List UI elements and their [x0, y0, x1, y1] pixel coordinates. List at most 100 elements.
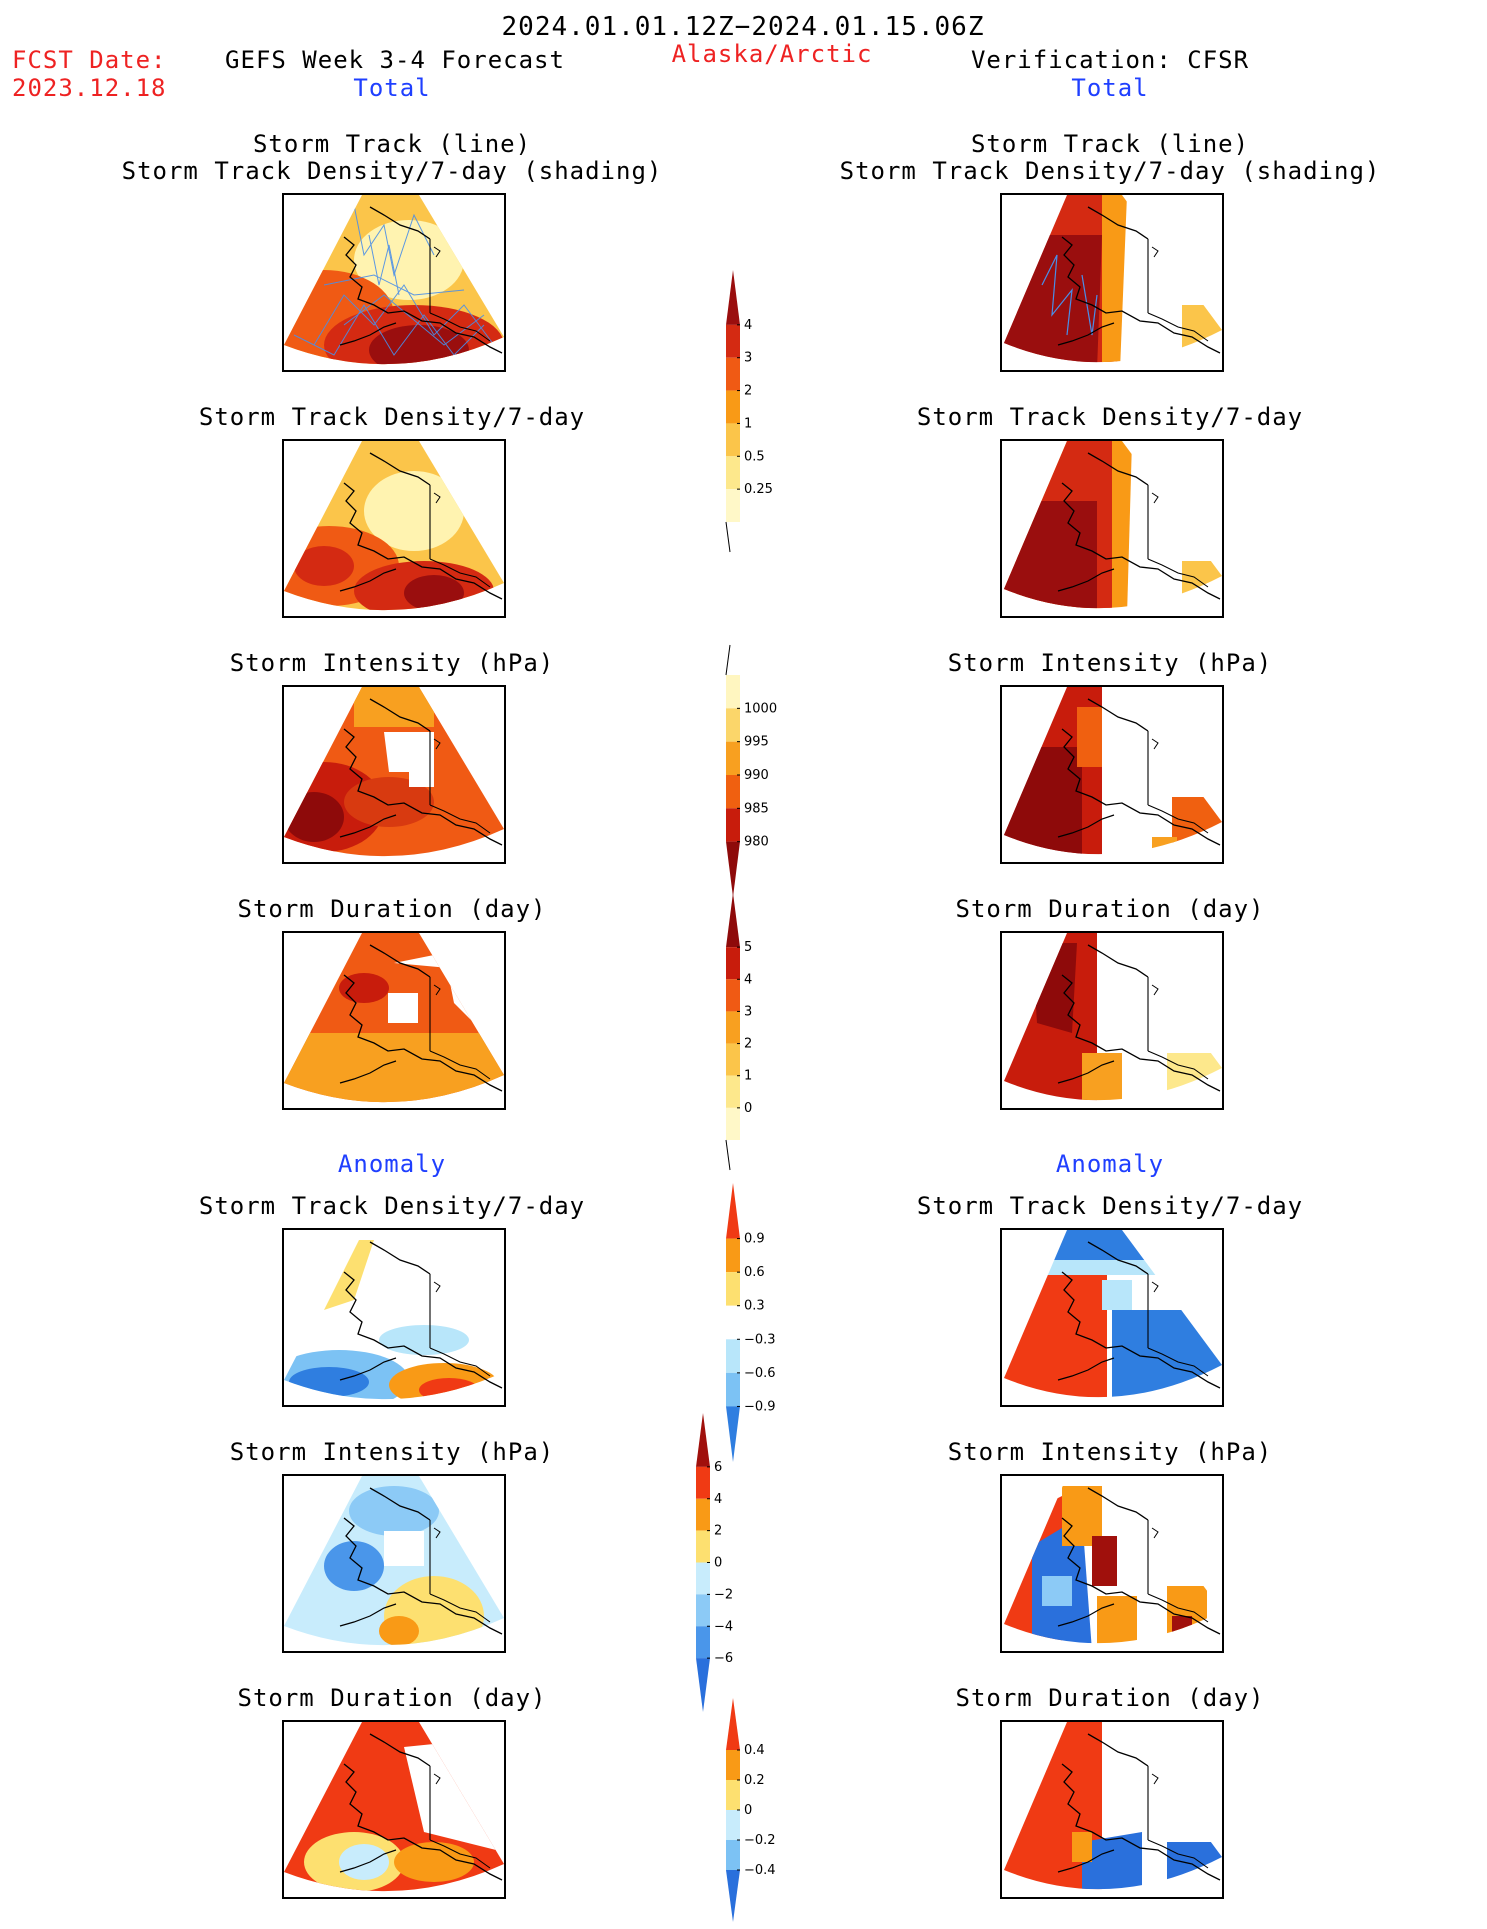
- colorbar-swatch: [696, 1594, 710, 1627]
- colorbar-swatch: [726, 390, 740, 424]
- colorbar-swatch: [726, 324, 740, 358]
- colorbar-swatch: [726, 489, 740, 522]
- right-track-shading-title: Storm Track Density/7-day (shading): [839, 157, 1381, 185]
- colorbar-swatch: [696, 1498, 710, 1531]
- fcst-track-line-map: [282, 193, 506, 372]
- colorbar-swatch: [726, 1011, 740, 1044]
- fcst-date-label: FCST Date:: [12, 46, 167, 74]
- colorbar-tick-label: −0.6: [744, 1366, 776, 1381]
- colorbar-tick-label: −0.2: [744, 1833, 776, 1848]
- right-anom-intensity-title: Storm Intensity (hPa): [947, 1438, 1273, 1466]
- colorbar-tick-label: −0.9: [744, 1399, 776, 1414]
- colorbar-tick-label: 4: [744, 972, 752, 987]
- colorbar-swatch: [726, 1840, 740, 1870]
- left-duration-title: Storm Duration (day): [237, 895, 547, 923]
- colorbar-swatch: [726, 775, 740, 809]
- left-total-label: Total: [353, 74, 431, 102]
- colorbar-swatch: [696, 1658, 710, 1712]
- colorbar-density-total: 4 3 2 1 0.5 0.25: [722, 262, 782, 556]
- colorbar-tick-label: 1: [744, 416, 752, 431]
- colorbar-tick-label: 980: [744, 835, 769, 850]
- right-intensity-title: Storm Intensity (hPa): [947, 649, 1273, 677]
- colorbar-swatch: [726, 1075, 740, 1108]
- fcst-intensity-map: [282, 685, 506, 864]
- colorbar-tick-label: 1: [744, 1069, 752, 1084]
- colorbar-swatch: [726, 1183, 740, 1239]
- colorbar-tail: [725, 521, 731, 553]
- left-track-shading-title: Storm Track Density/7-day (shading): [121, 157, 663, 185]
- colorbar-tick-label: 0.3: [744, 1299, 765, 1314]
- left-track-line-title: Storm Track (line): [252, 130, 532, 158]
- colorbar-swatch: [726, 1339, 740, 1373]
- verif-duration-map: [1000, 931, 1224, 1110]
- colorbar-intensity-total: 1000 995 990 985 980: [722, 640, 782, 897]
- colorbar-swatch: [726, 1305, 740, 1340]
- colorbar-swatch: [696, 1413, 710, 1467]
- colorbar-duration-total: 5 4 3 2 1 0: [722, 885, 782, 1179]
- fcst-anom-intensity-map: [282, 1474, 506, 1653]
- colorbar-tick-label: 4: [714, 1492, 722, 1507]
- fcst-anom-density-map: [282, 1228, 506, 1407]
- colorbar-swatch: [696, 1562, 710, 1595]
- colorbar-swatch: [726, 841, 740, 897]
- colorbar-tail: [725, 644, 731, 676]
- colorbar-tick-label: 0.5: [744, 449, 765, 464]
- colorbar-swatch: [696, 1466, 710, 1499]
- colorbar-swatch: [726, 1272, 740, 1306]
- colorbar-swatch: [726, 675, 740, 709]
- colorbar-tick-label: 2: [744, 1037, 752, 1052]
- colorbar-tick-label: 2: [714, 1524, 722, 1539]
- verif-track-line-map: [1000, 193, 1224, 372]
- colorbar-swatch: [726, 1870, 740, 1922]
- colorbar-swatch: [696, 1530, 710, 1563]
- colorbar-swatch: [726, 808, 740, 842]
- verif-anom-duration-map: [1000, 1720, 1224, 1899]
- left-intensity-title: Storm Intensity (hPa): [229, 649, 555, 677]
- verif-anom-intensity-map: [1000, 1474, 1224, 1653]
- fcst-date-value: 2023.12.18: [12, 74, 167, 102]
- right-anom-duration-title: Storm Duration (day): [955, 1684, 1265, 1712]
- verif-intensity-map: [1000, 685, 1224, 864]
- left-anomaly-label: Anomaly: [337, 1150, 447, 1178]
- colorbar-tick-label: 3: [744, 1004, 752, 1019]
- right-anom-density-title: Storm Track Density/7-day: [916, 1192, 1304, 1220]
- colorbar-swatch: [726, 1107, 740, 1140]
- colorbar-tick-label: 990: [744, 768, 769, 783]
- right-track-line-title: Storm Track (line): [970, 130, 1250, 158]
- colorbar-swatch: [726, 1698, 740, 1750]
- right-total-label: Total: [1071, 74, 1149, 102]
- colorbar-swatch: [726, 1406, 740, 1462]
- colorbar-swatch: [726, 1750, 740, 1780]
- colorbar-tick-label: 995: [744, 735, 769, 750]
- fcst-anom-duration-map: [282, 1720, 506, 1899]
- right-density-title: Storm Track Density/7-day: [916, 403, 1304, 431]
- colorbar-swatch: [726, 1780, 740, 1810]
- colorbar-tick-label: 2: [744, 384, 752, 399]
- colorbar-swatch: [726, 1372, 740, 1407]
- left-anom-intensity-title: Storm Intensity (hPa): [229, 1438, 555, 1466]
- colorbar-swatch: [726, 741, 740, 775]
- colorbar-swatch: [726, 270, 740, 325]
- colorbar-tick-label: −0.4: [744, 1863, 776, 1878]
- fcst-density-map: [282, 439, 506, 618]
- colorbar-tick-label: 0.9: [744, 1232, 765, 1247]
- colorbar-swatch: [726, 979, 740, 1012]
- colorbar-tick-label: 985: [744, 801, 769, 816]
- colorbar-swatch: [726, 1043, 740, 1076]
- verif-density-map: [1000, 439, 1224, 618]
- right-anomaly-label: Anomaly: [1055, 1150, 1165, 1178]
- colorbar-swatch: [696, 1626, 710, 1659]
- colorbar-tick-label: −0.3: [744, 1332, 776, 1347]
- verif-anom-density-map: [1000, 1228, 1224, 1407]
- fcst-duration-map: [282, 931, 506, 1110]
- colorbar-density-anom: 0.9 0.6 0.3 −0.3 −0.6 −0.9: [722, 1175, 782, 1469]
- colorbar-tick-label: −6: [714, 1651, 733, 1666]
- left-anom-duration-title: Storm Duration (day): [237, 1684, 547, 1712]
- region-label: Alaska/Arctic: [671, 40, 873, 68]
- colorbar-swatch: [726, 947, 740, 980]
- colorbar-tick-label: 3: [744, 351, 752, 366]
- colorbar-tick-label: 0.6: [744, 1265, 765, 1280]
- colorbar-swatch: [726, 1238, 740, 1273]
- colorbar-swatch: [726, 893, 740, 948]
- colorbar-swatch: [726, 456, 740, 490]
